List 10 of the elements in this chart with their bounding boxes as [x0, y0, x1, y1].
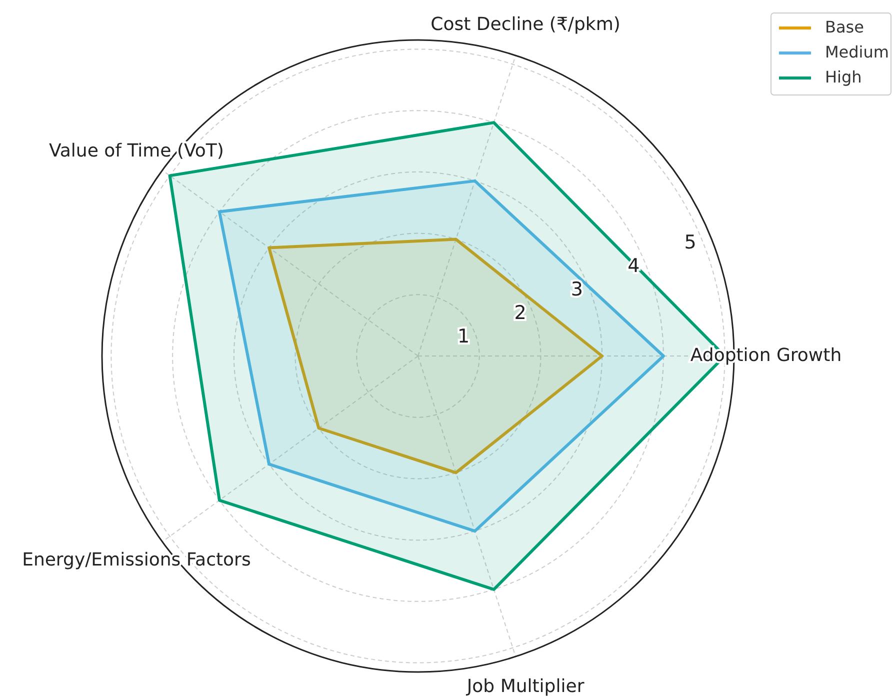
legend-label: High	[825, 67, 862, 86]
y-tick-label: 1	[458, 325, 470, 348]
spoke-label: Job Multiplier	[466, 676, 585, 697]
y-tick-label: 2	[514, 302, 526, 324]
y-tick-label: 3	[570, 278, 584, 300]
legend-label: Base	[825, 17, 864, 36]
spoke-label: Value of Time (VoT)	[48, 140, 224, 162]
spoke-label: Cost Decline (₹/pkm)	[430, 14, 620, 35]
legend-label: Medium	[825, 42, 889, 62]
y-tick-label: 5	[684, 231, 696, 254]
